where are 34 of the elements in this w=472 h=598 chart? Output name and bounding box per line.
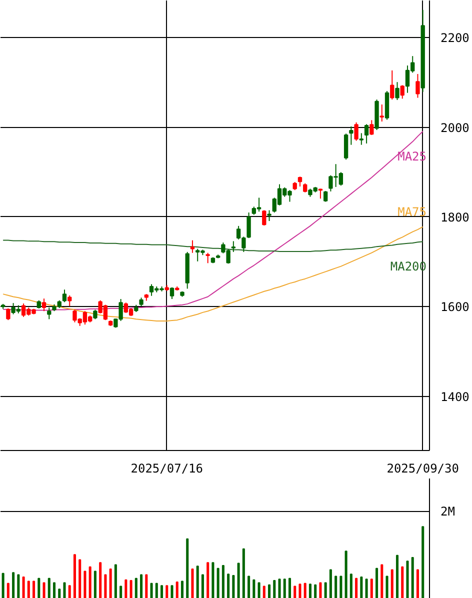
y-tick-label: 2000 — [440, 120, 470, 135]
candlestick — [349, 126, 354, 146]
candlestick — [416, 74, 420, 98]
candlestick — [390, 70, 394, 100]
candlestick — [262, 210, 266, 226]
candlestick — [267, 210, 272, 222]
candlestick — [6, 308, 10, 321]
candlestick — [42, 298, 46, 312]
candlestick — [395, 82, 400, 100]
candlestick — [364, 124, 369, 144]
candlestick — [354, 122, 358, 142]
y-tick-label: 1600 — [440, 300, 470, 314]
candlestick — [47, 307, 52, 320]
candlestick — [400, 84, 404, 100]
line-series — [2, 240, 424, 252]
candlestick — [370, 120, 374, 136]
candlestick — [206, 252, 210, 264]
candlestick — [62, 289, 67, 303]
candlestick — [246, 212, 251, 239]
x-tick-label: 2025/07/16 — [130, 462, 204, 476]
ref-line-label: 2M — [440, 504, 455, 519]
candlestick — [344, 133, 348, 160]
candlestick — [298, 176, 302, 188]
candlestick — [93, 309, 98, 320]
y-tick-label: 1400 — [440, 390, 470, 404]
candlestick — [380, 104, 384, 122]
x-tick-label: 2025/09/30 — [386, 462, 459, 476]
candlestick — [231, 240, 236, 252]
candlestick — [190, 240, 195, 254]
y-tick-label: 2200 — [440, 31, 470, 46]
y-tick-label: 1800 — [440, 210, 470, 224]
candlestick — [359, 132, 364, 146]
candlestick — [318, 188, 323, 200]
candlestick — [68, 294, 72, 307]
